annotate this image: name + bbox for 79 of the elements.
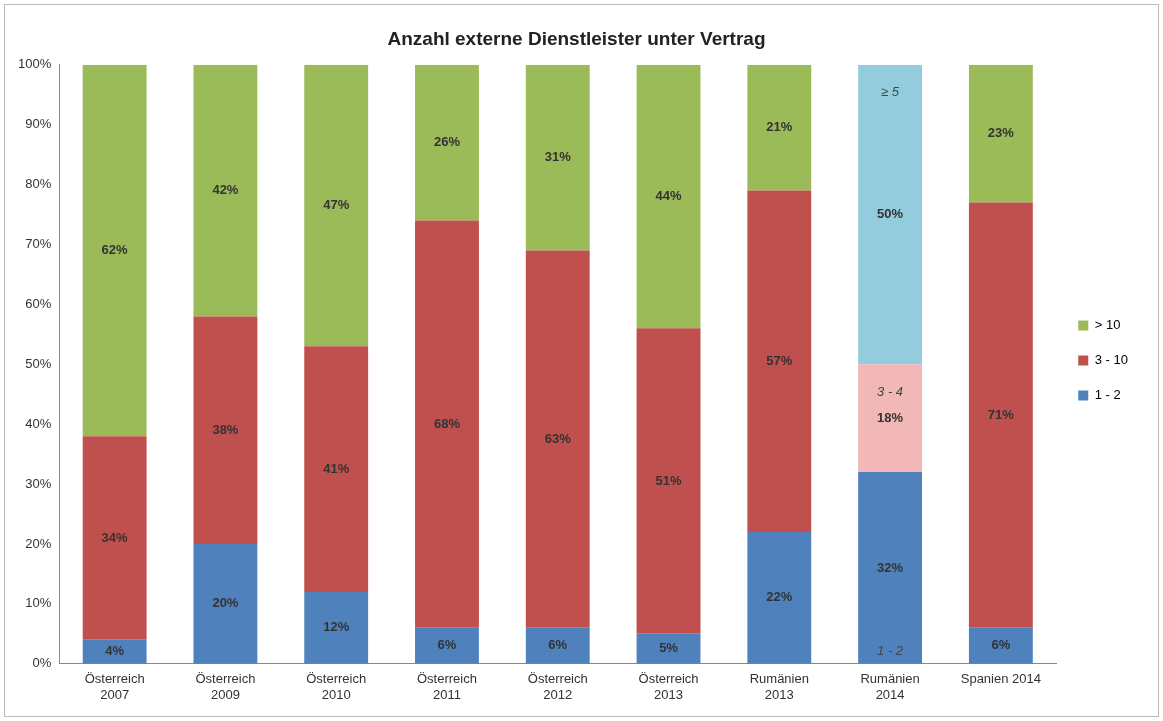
data-label: 20% [212, 595, 239, 611]
annotation: ≥ 5 [881, 84, 900, 100]
data-label: 38% [212, 421, 239, 437]
y-tick-label: 10% [25, 595, 52, 611]
data-label: 47% [323, 197, 350, 213]
bar [636, 64, 701, 329]
bar [304, 346, 369, 592]
bar [858, 364, 923, 473]
x-tick-label: Rumänien 2014 [860, 671, 920, 702]
data-label: 5% [659, 640, 679, 656]
x-tick-label: Österreich 2013 [638, 671, 699, 702]
bar [193, 64, 258, 317]
y-tick-label: 100% [18, 56, 52, 72]
data-label: 21% [766, 119, 793, 135]
y-tick-label: 20% [25, 535, 52, 551]
x-tick-label: Rumänien 2013 [749, 671, 809, 702]
bar [415, 64, 479, 221]
bar [525, 250, 590, 628]
y-tick-label: 40% [25, 415, 52, 431]
bar [193, 316, 258, 544]
bar [415, 627, 479, 664]
y-tick-label: 60% [25, 295, 52, 311]
bar [82, 64, 147, 437]
chart-title: Anzahl externe Dienstleister unter Vertrag [387, 27, 766, 49]
annotation: 1 - 2 [877, 643, 904, 659]
legend-label: > 10 [1094, 317, 1121, 333]
bar [193, 544, 258, 664]
bar [968, 627, 1033, 664]
bar [747, 64, 812, 191]
data-label: 63% [544, 430, 572, 446]
x-tick-label: Spanien 2014 [960, 671, 1041, 687]
data-label: 42% [212, 182, 239, 198]
data-label: 26% [433, 134, 461, 150]
x-tick-label: Österreich 2012 [527, 671, 588, 702]
data-label: 31% [544, 149, 572, 165]
x-tick-label: Österreich 2009 [195, 671, 256, 702]
bar [968, 202, 1033, 628]
data-label: 57% [766, 352, 793, 368]
x-tick-label: Österreich 2007 [84, 671, 145, 702]
data-label: 71% [987, 406, 1015, 422]
bar [82, 436, 147, 640]
bar [968, 64, 1033, 203]
legend-label: 1 - 2 [1094, 387, 1121, 403]
bar [858, 64, 923, 365]
bar [304, 64, 369, 347]
bar [415, 220, 479, 628]
data-label: 44% [655, 188, 682, 204]
bar [747, 532, 812, 664]
x-tick-label: Österreich 2011 [416, 671, 477, 702]
y-tick-label: 90% [25, 116, 52, 132]
data-label: 18% [877, 409, 904, 425]
y-tick-label: 30% [25, 475, 52, 491]
bar [747, 190, 812, 533]
bar [525, 627, 590, 664]
data-label: 6% [991, 637, 1011, 653]
bar [636, 328, 701, 634]
y-tick-label: 50% [25, 355, 52, 371]
x-tick-label: Österreich 2010 [306, 671, 367, 702]
legend-label: 3 - 10 [1094, 352, 1129, 368]
data-label: 6% [437, 637, 457, 653]
y-tick-label: 80% [25, 176, 52, 192]
data-label: 12% [323, 619, 350, 635]
y-tick-label: 0% [32, 655, 52, 671]
data-label: 51% [655, 472, 682, 488]
annotation: 3 - 4 [877, 383, 904, 399]
y-tick-label: 70% [25, 236, 52, 252]
data-label: 62% [101, 242, 129, 258]
data-label: 23% [987, 125, 1015, 141]
data-label: 6% [548, 637, 568, 653]
data-label: 41% [323, 460, 350, 476]
bar [858, 472, 923, 664]
data-label: 22% [766, 589, 793, 605]
data-label: 4% [105, 643, 125, 659]
data-label: 68% [433, 415, 461, 431]
data-label: 34% [101, 529, 129, 545]
data-label: 50% [877, 206, 904, 222]
data-label: 32% [877, 559, 904, 575]
bar [304, 591, 369, 664]
bar [525, 64, 590, 251]
